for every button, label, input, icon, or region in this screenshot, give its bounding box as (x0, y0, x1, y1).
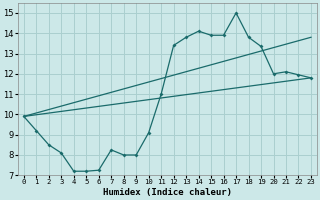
X-axis label: Humidex (Indice chaleur): Humidex (Indice chaleur) (103, 188, 232, 197)
